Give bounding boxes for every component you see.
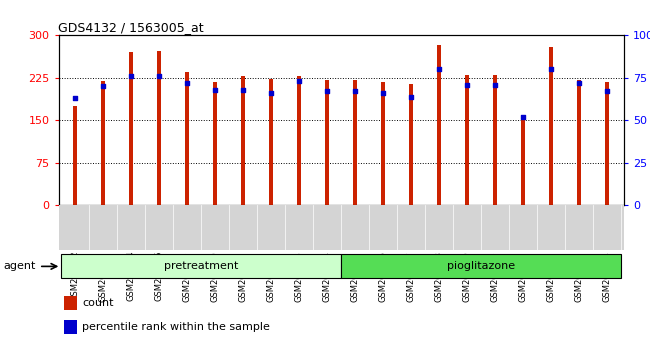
Bar <box>353 80 358 205</box>
Point <box>294 79 304 84</box>
Text: agent: agent <box>4 261 36 272</box>
Bar <box>325 80 330 205</box>
Point <box>574 80 584 86</box>
Bar <box>61 255 341 278</box>
Bar <box>297 76 302 205</box>
Bar <box>241 76 245 205</box>
Point <box>182 80 192 86</box>
Bar <box>465 75 469 205</box>
Bar <box>341 255 621 278</box>
Point <box>462 82 473 87</box>
Bar <box>409 84 413 205</box>
Bar <box>129 52 133 205</box>
Text: count: count <box>83 298 114 308</box>
Point <box>210 87 220 93</box>
Point <box>238 87 248 93</box>
Point <box>602 88 612 94</box>
Bar <box>185 72 189 205</box>
Bar <box>64 320 77 334</box>
Point <box>378 90 389 96</box>
Bar <box>521 116 525 205</box>
Bar <box>493 75 497 205</box>
Point <box>126 73 136 79</box>
Bar <box>605 82 609 205</box>
Text: pretreatment: pretreatment <box>164 261 239 272</box>
Point <box>154 73 164 79</box>
Bar <box>101 81 105 205</box>
Point <box>70 96 81 101</box>
Point <box>98 84 109 89</box>
Point <box>518 114 528 120</box>
Point <box>406 94 417 99</box>
Bar <box>381 82 385 205</box>
Bar <box>577 80 581 205</box>
Point <box>266 90 276 96</box>
Bar <box>213 82 217 205</box>
Point <box>546 67 556 72</box>
Bar <box>549 47 553 205</box>
Bar <box>157 51 161 205</box>
Text: percentile rank within the sample: percentile rank within the sample <box>83 322 270 332</box>
Point <box>490 82 501 87</box>
Bar <box>73 106 77 205</box>
Bar <box>64 296 77 310</box>
Text: pioglitazone: pioglitazone <box>447 261 515 272</box>
Bar <box>269 79 274 205</box>
Point <box>350 88 361 94</box>
Point <box>434 67 445 72</box>
Text: GDS4132 / 1563005_at: GDS4132 / 1563005_at <box>58 21 204 34</box>
Point <box>322 88 332 94</box>
Bar <box>437 45 441 205</box>
